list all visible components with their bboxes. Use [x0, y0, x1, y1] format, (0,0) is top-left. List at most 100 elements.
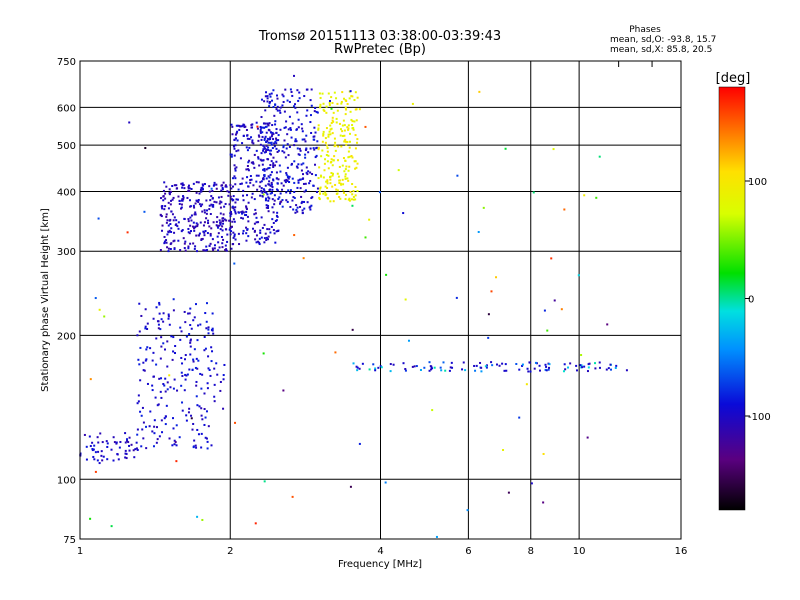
data-point: [187, 245, 190, 248]
data-point: [345, 108, 348, 111]
data-point: [158, 301, 161, 304]
data-point: [474, 369, 477, 372]
data-point: [343, 124, 346, 127]
data-point: [251, 227, 254, 230]
data-point: [343, 170, 346, 173]
data-point: [140, 414, 143, 417]
data-point: [221, 246, 224, 249]
data-point: [234, 206, 237, 209]
data-point: [251, 192, 254, 195]
data-point: [294, 103, 297, 106]
data-point: [302, 182, 305, 185]
data-point: [194, 202, 197, 205]
data-point: [335, 97, 338, 100]
data-point: [428, 369, 431, 372]
data-point: [275, 147, 278, 150]
data-point: [203, 221, 206, 224]
data-point: [222, 217, 225, 220]
data-point: [358, 367, 361, 370]
data-point: [327, 133, 330, 136]
data-point: [348, 155, 351, 158]
data-point: [97, 217, 100, 220]
data-point: [202, 249, 205, 252]
data-point: [153, 432, 156, 435]
data-point: [296, 186, 299, 189]
data-point: [300, 123, 303, 126]
data-point: [259, 130, 262, 133]
data-point: [85, 458, 88, 461]
data-point: [326, 197, 329, 200]
data-point: [293, 74, 296, 77]
data-point: [262, 188, 265, 191]
x-axis-label: Frequency [MHz]: [338, 559, 422, 570]
data-point: [303, 207, 306, 210]
data-point: [203, 234, 206, 237]
data-point: [136, 433, 139, 436]
data-point: [529, 370, 532, 373]
data-point: [217, 241, 220, 244]
data-point: [299, 149, 302, 152]
data-point: [325, 111, 328, 114]
data-point: [339, 197, 342, 200]
data-point: [213, 183, 216, 186]
data-point: [485, 364, 488, 367]
data-point: [575, 364, 578, 367]
data-point: [155, 426, 158, 429]
data-point: [211, 327, 214, 330]
data-point: [228, 228, 231, 231]
data-point: [196, 367, 199, 370]
data-point: [205, 245, 208, 248]
data-point: [210, 444, 213, 447]
data-point: [313, 126, 316, 129]
data-point: [281, 150, 284, 153]
data-point: [261, 163, 264, 166]
data-point: [273, 114, 276, 117]
data-point: [163, 208, 166, 211]
data-point: [303, 95, 306, 98]
data-point: [332, 111, 335, 114]
data-point: [334, 141, 337, 144]
data-point: [195, 191, 198, 194]
data-point: [310, 204, 313, 207]
data-point: [266, 95, 269, 98]
data-point: [302, 162, 305, 165]
data-point: [194, 444, 197, 447]
data-point: [162, 312, 165, 315]
data-point: [356, 366, 359, 369]
data-point: [266, 97, 269, 100]
y-tick-label: 200: [57, 331, 76, 342]
data-point: [404, 368, 407, 371]
data-point: [289, 88, 292, 91]
data-point: [319, 105, 322, 108]
chart-title: Tromsø 20151113 03:38:00-03:39:43: [258, 29, 501, 44]
data-point: [134, 448, 137, 451]
data-point: [215, 183, 218, 186]
data-point: [296, 206, 299, 209]
data-point: [185, 419, 188, 422]
data-point: [327, 92, 330, 95]
data-point: [331, 119, 334, 122]
data-point: [455, 296, 458, 299]
data-point: [490, 290, 493, 293]
data-point: [194, 211, 197, 214]
data-point: [267, 141, 270, 144]
data-point: [440, 369, 443, 372]
data-point: [222, 222, 225, 225]
data-point: [102, 455, 105, 458]
data-point: [212, 203, 215, 206]
data-point: [461, 368, 464, 371]
data-point: [267, 175, 270, 178]
data-point: [274, 220, 277, 223]
data-point: [178, 199, 181, 202]
data-point: [158, 303, 161, 306]
data-point: [230, 155, 233, 158]
data-point: [166, 340, 169, 343]
data-point: [165, 241, 168, 244]
data-point: [265, 144, 268, 147]
data-point: [356, 369, 359, 372]
data-point: [278, 164, 281, 167]
data-point: [152, 351, 155, 354]
y-tick-label: 75: [63, 535, 76, 546]
data-point: [309, 121, 312, 124]
data-point: [288, 100, 291, 103]
